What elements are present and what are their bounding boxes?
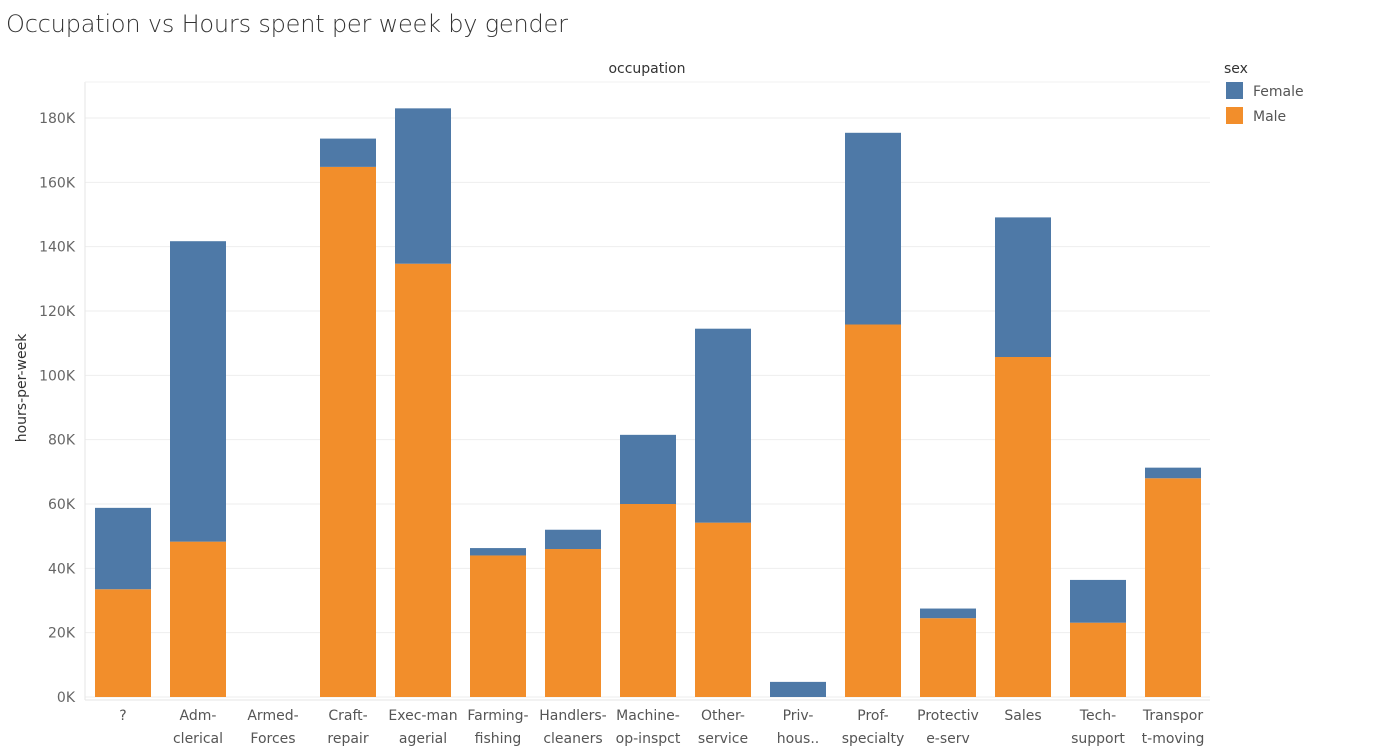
category-label: Transpor [1142,708,1203,724]
bar-female [1070,579,1126,623]
category-label: repair [327,731,368,747]
category-label: e-serv [926,731,970,747]
bar-male [545,549,601,697]
legend: sex Female Male [1224,61,1304,125]
column-header: occupation [608,61,685,77]
category-label: hous.. [777,731,820,747]
bar-female [545,529,601,550]
bar-female [695,328,751,523]
bar-female [95,507,151,590]
category-label: Craft- [328,708,367,724]
category-label: Other- [701,708,745,724]
bar-female [320,138,376,167]
bar-male [1070,622,1126,697]
category-label: Machine- [616,708,680,724]
bar-male [620,504,676,697]
category-label: support [1071,731,1125,747]
bars [95,108,1201,698]
category-label: service [698,731,748,747]
category-label: Prof- [857,708,888,724]
bar-male [920,618,976,697]
bar-female [470,548,526,556]
bar-female [620,434,676,504]
legend-title: sex [1224,61,1248,77]
category-label: clerical [173,731,223,747]
x-axis-categories: ? Adm-clerical Armed- Forces Craft-repair Exe… [119,708,1204,747]
bar-female [170,241,226,542]
y-axis-ticks: 0K 20K 40K 60K 80K 100K 120K 140K 160K 180K [39,111,76,706]
bar-male [170,541,226,697]
category-label: t-moving [1142,731,1205,747]
bar-male [1145,478,1201,697]
y-tick-label: 60K [48,497,76,513]
category-label: Exec-man [388,708,457,724]
category-label: Protectiv [917,708,979,724]
y-tick-label: 120K [39,304,76,320]
category-label: Tech- [1079,708,1116,724]
category-label: Adm- [180,708,217,724]
category-label: Forces [250,731,295,747]
bar-female [920,608,976,619]
bar-male [470,555,526,697]
category-label: Priv- [783,708,814,724]
category-label: op-inspct [616,731,681,747]
bar-female [845,132,901,325]
category-label: agerial [399,731,447,747]
category-label: Handlers- [539,708,606,724]
y-tick-label: 0K [57,690,76,706]
y-axis-title: hours-per-week [14,333,30,443]
bar-male [320,166,376,698]
y-tick-label: 100K [39,368,76,384]
bar-male [395,263,451,697]
y-tick-label: 80K [48,433,76,449]
y-tick-label: 160K [39,175,76,191]
bar-female [770,681,826,697]
y-tick-label: 40K [48,561,76,577]
category-label: cleaners [543,731,602,747]
y-tick-label: 180K [39,111,76,127]
category-label: Farming- [467,708,528,724]
y-tick-label: 140K [39,240,76,256]
category-label: fishing [475,731,522,747]
legend-label: Male [1253,109,1286,125]
category-label: ? [119,708,126,724]
bar-female [1145,467,1201,479]
y-tick-label: 20K [48,626,76,642]
bar-female [395,108,451,264]
bar-male [695,522,751,697]
legend-swatch [1226,82,1243,99]
bar-male [995,356,1051,697]
bar-male [845,324,901,697]
category-label: Sales [1004,708,1041,724]
legend-label: Female [1253,84,1304,100]
category-label: Armed- [247,708,298,724]
chart-title: Occupation vs Hours spent per week by ge… [6,10,568,38]
bar-male [95,589,151,697]
bar-female [995,217,1051,357]
category-label: specialty [842,731,905,747]
legend-swatch [1226,107,1243,124]
